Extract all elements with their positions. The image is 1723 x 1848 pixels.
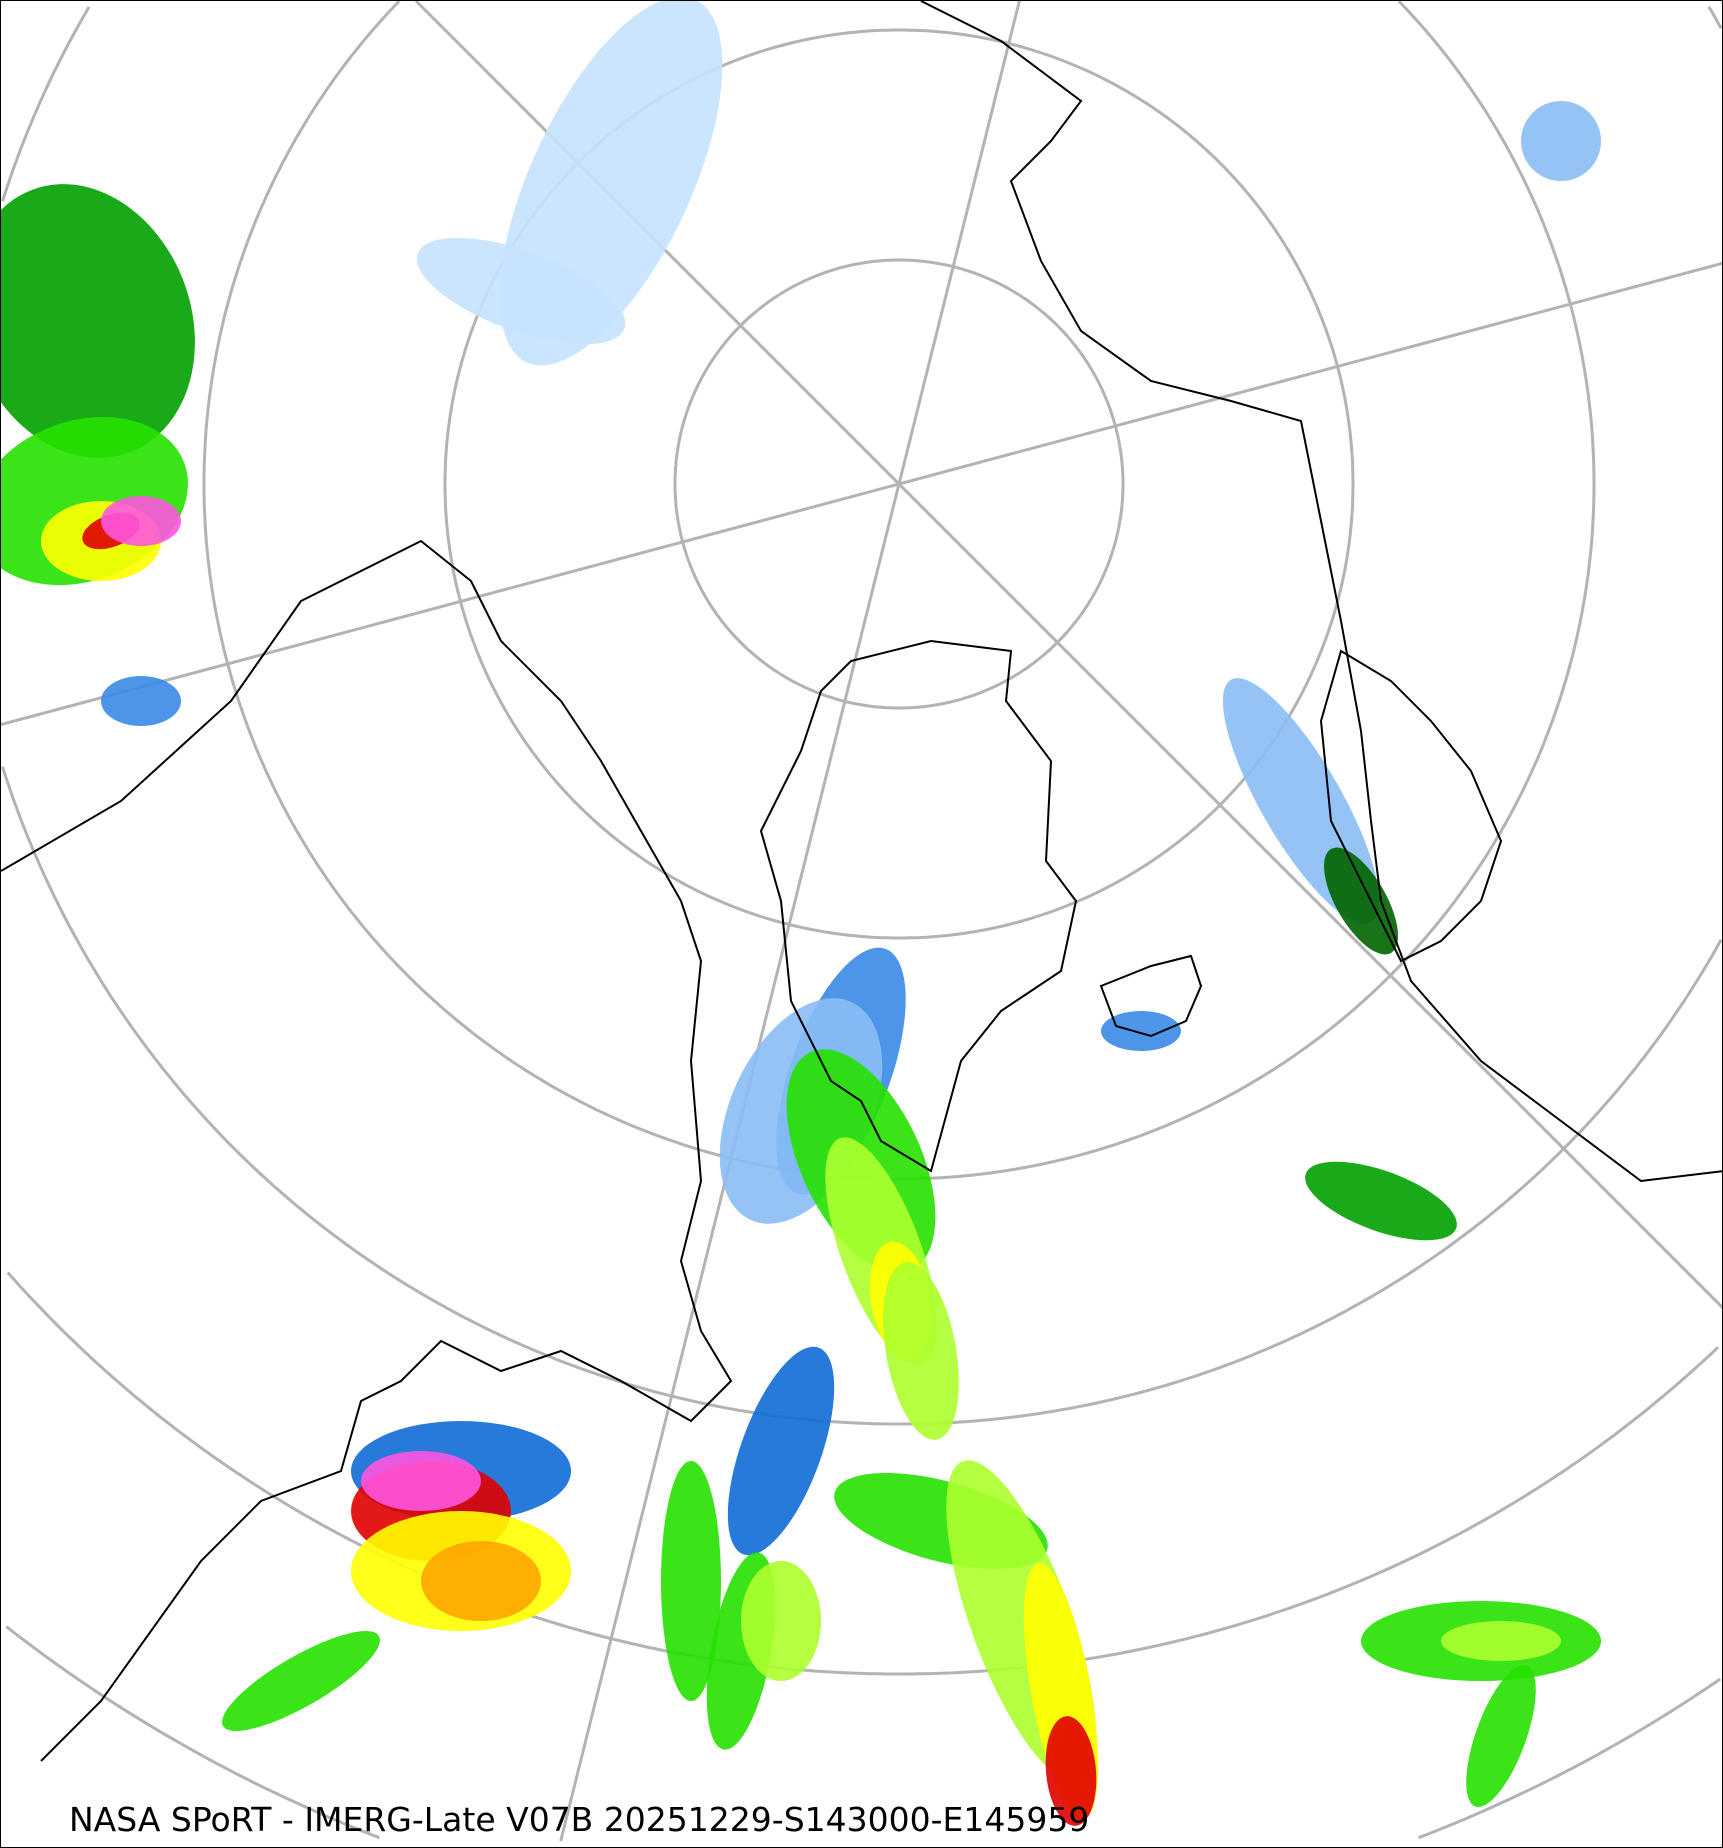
precipitation-area	[1324, 847, 1398, 955]
precipitation-field	[1, 1, 1601, 1826]
latitude-circle	[673, 258, 1125, 710]
eurasia-coast	[920, 1, 1722, 1183]
precipitation-area	[1521, 101, 1601, 181]
precipitation-area	[1305, 1161, 1457, 1241]
precipitation-area	[101, 676, 181, 726]
latitude-circle	[1, 6, 91, 202]
latitude-circle	[6, 1271, 1720, 1676]
precipitation-area	[741, 1561, 821, 1681]
latitude-circle	[1397, 1, 1596, 484]
precipitation-area	[883, 1262, 959, 1440]
latitude-circle	[1418, 1677, 1722, 1840]
precipitation-area	[222, 1631, 380, 1731]
coastlines	[1, 1, 1722, 1762]
iceland-outline	[1099, 954, 1203, 1038]
latitude-circle	[443, 28, 1355, 940]
precipitation-area	[361, 1451, 481, 1511]
latitude-circle	[1707, 6, 1722, 30]
north-america-coast	[1, 539, 733, 1762]
map-caption: NASA SPoRT - IMERG-Late V07B 20251229-S1…	[69, 1800, 1090, 1839]
greenland-outline	[759, 639, 1078, 1173]
meridian-line	[559, 1, 1021, 1842]
latitude-circle	[5, 1625, 380, 1840]
precipitation-area	[101, 496, 181, 546]
precipitation-area	[421, 1541, 541, 1621]
precipitation-area	[727, 1346, 835, 1556]
meridian-line	[1, 261, 1722, 727]
precipitation-area	[1045, 1716, 1097, 1826]
precipitation-area	[1466, 1665, 1536, 1807]
precipitation-area	[661, 1461, 721, 1701]
precipitation-area	[416, 237, 626, 345]
precipitation-area	[1, 184, 195, 458]
precipitation-area	[1441, 1621, 1561, 1661]
precipitation-area	[1101, 1011, 1181, 1051]
latitude-circle	[202, 1, 1596, 1181]
scandinavia-coast	[1319, 649, 1503, 963]
